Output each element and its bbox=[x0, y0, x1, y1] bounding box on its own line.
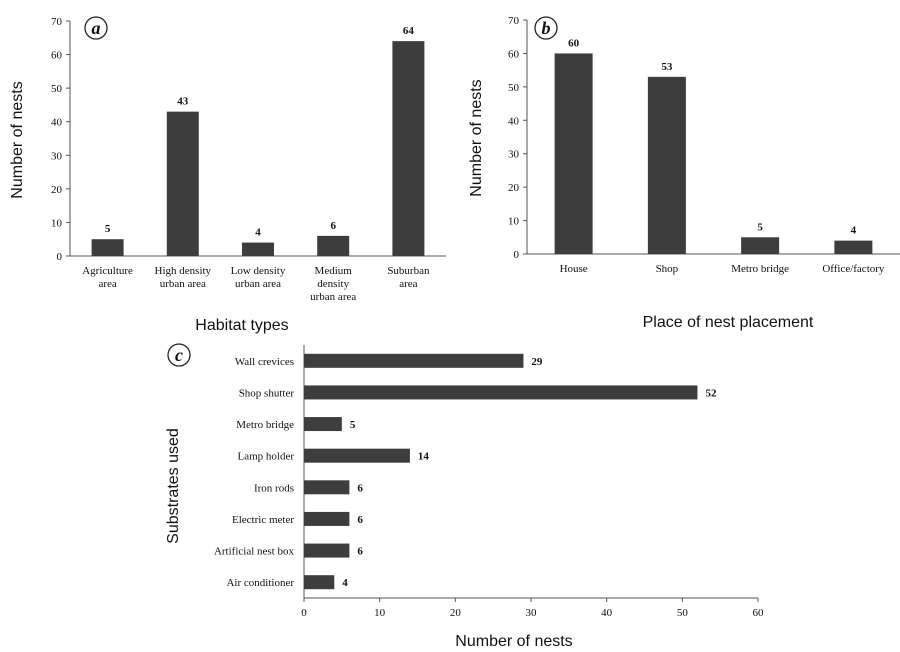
y-tick-label: 50 bbox=[51, 83, 63, 95]
data-label: 6 bbox=[357, 546, 363, 558]
chart-panel-b: 0 10 20 30 40 50 60 70 60 House 53 Shop 5 Metro bridg… bbox=[468, 15, 900, 331]
data-label: 4 bbox=[342, 577, 348, 589]
data-label: 4 bbox=[255, 227, 261, 239]
category-label: Iron rods bbox=[254, 482, 294, 494]
category-label: Metro bridge bbox=[731, 263, 789, 275]
category-label: Medium bbox=[315, 265, 353, 277]
category-label: Office/factory bbox=[822, 263, 885, 275]
bar bbox=[166, 111, 199, 257]
data-label: 5 bbox=[105, 223, 111, 235]
panel-label-text: b bbox=[542, 18, 551, 38]
chart-panel-c: 0 10 20 30 40 50 60 29 Wall crevices 52 Shop shutt… bbox=[165, 345, 764, 650]
category-label: Wall crevices bbox=[235, 356, 294, 368]
panel-label-text: a bbox=[92, 18, 101, 38]
bar bbox=[304, 575, 335, 590]
x-tick-label: 30 bbox=[526, 607, 538, 619]
data-label: 6 bbox=[357, 514, 363, 526]
bar bbox=[304, 543, 350, 558]
data-label: 43 bbox=[177, 96, 189, 108]
category-label: area bbox=[399, 278, 417, 290]
bar bbox=[304, 417, 342, 432]
bar bbox=[834, 240, 873, 254]
category-label: Electric meter bbox=[232, 514, 294, 526]
category-label: House bbox=[560, 263, 588, 275]
x-tick-label: 50 bbox=[677, 607, 689, 619]
bar bbox=[647, 76, 686, 254]
y-tick-label: 20 bbox=[508, 182, 520, 194]
category-label: Shop shutter bbox=[239, 387, 295, 399]
y-tick-label: 40 bbox=[508, 115, 520, 127]
panel-label-c: c bbox=[167, 343, 191, 367]
x-tick-label: 20 bbox=[450, 607, 462, 619]
panel-label-b: b bbox=[534, 16, 558, 40]
bar bbox=[304, 353, 524, 368]
bar bbox=[392, 41, 425, 257]
panel-label-a: a bbox=[84, 16, 108, 40]
y-tick-label: 30 bbox=[508, 149, 520, 161]
bar bbox=[304, 511, 350, 526]
y-tick-label: 40 bbox=[51, 117, 63, 129]
y-tick-label: 0 bbox=[514, 249, 520, 261]
category-label: Shop bbox=[656, 263, 679, 275]
data-label: 5 bbox=[757, 221, 763, 233]
x-tick-label: 10 bbox=[374, 607, 386, 619]
y-tick-label: 10 bbox=[51, 217, 63, 229]
category-label: Lamp holder bbox=[237, 451, 294, 463]
category-label: urban area bbox=[160, 278, 206, 290]
data-label: 4 bbox=[851, 225, 857, 237]
y-tick-label: 50 bbox=[508, 82, 520, 94]
bar bbox=[304, 480, 350, 495]
x-axis-title: Place of nest placement bbox=[643, 314, 814, 331]
data-label: 60 bbox=[568, 37, 580, 49]
panel-label-text: c bbox=[175, 345, 183, 365]
bar bbox=[91, 239, 124, 256]
category-label: Air conditioner bbox=[226, 577, 294, 589]
y-tick-label: 60 bbox=[508, 48, 520, 60]
category-label: urban area bbox=[310, 291, 356, 303]
panel-label-circle bbox=[84, 16, 108, 40]
y-tick-label: 30 bbox=[51, 150, 63, 162]
category-label: area bbox=[98, 278, 116, 290]
data-label: 5 bbox=[350, 419, 356, 431]
x-tick-label: 40 bbox=[601, 607, 613, 619]
category-label: Agriculture bbox=[82, 265, 133, 277]
category-label: density bbox=[317, 278, 349, 290]
y-tick-label: 60 bbox=[51, 50, 63, 62]
y-axis-title: Number of nests bbox=[468, 79, 485, 196]
category-label: Artificial nest box bbox=[214, 546, 295, 558]
category-label: urban area bbox=[235, 278, 281, 290]
x-tick-label: 60 bbox=[753, 607, 765, 619]
data-label: 29 bbox=[531, 356, 543, 368]
y-tick-label: 70 bbox=[508, 15, 520, 27]
x-axis-title: Habitat types bbox=[195, 317, 288, 334]
bar bbox=[317, 235, 350, 256]
y-axis-title: Substrates used bbox=[165, 428, 182, 544]
data-label: 64 bbox=[403, 25, 415, 37]
category-label: High density bbox=[155, 265, 212, 277]
y-tick-label: 0 bbox=[57, 251, 63, 263]
bar bbox=[554, 53, 593, 254]
y-tick-label: 70 bbox=[51, 16, 63, 28]
category-label: Suburban bbox=[387, 265, 430, 277]
data-label: 53 bbox=[661, 61, 673, 73]
category-label: Low density bbox=[231, 265, 286, 277]
data-label: 6 bbox=[357, 482, 363, 494]
bar bbox=[304, 385, 698, 400]
data-label: 6 bbox=[330, 220, 336, 232]
x-axis-title: Number of nests bbox=[455, 633, 572, 650]
y-tick-label: 10 bbox=[508, 216, 520, 228]
data-label: 14 bbox=[418, 451, 430, 463]
bar bbox=[741, 237, 780, 254]
y-tick-label: 20 bbox=[51, 184, 63, 196]
panel-label-circle bbox=[534, 16, 558, 40]
bar bbox=[304, 448, 410, 463]
panel-label-circle bbox=[167, 343, 191, 367]
bar bbox=[242, 242, 274, 256]
data-label: 52 bbox=[705, 387, 717, 399]
y-axis-title: Number of nests bbox=[9, 81, 26, 198]
category-label: Metro bridge bbox=[236, 419, 294, 431]
x-tick-label: 0 bbox=[301, 607, 307, 619]
